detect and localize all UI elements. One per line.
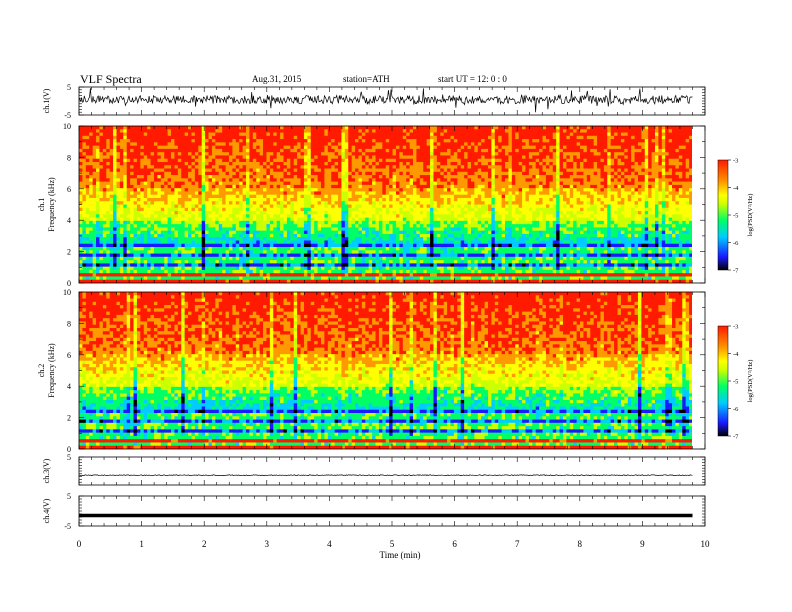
colorbar-gradient: [717, 325, 729, 437]
y-tick-label: 4: [67, 382, 71, 391]
colorbar-label: log(PSD(V²/Hz): [747, 194, 754, 237]
y-tick-label: -5: [64, 111, 71, 120]
time-axis: 0 1 2 3 4 5 6 7 8 9 10: [77, 539, 710, 549]
ch2-spectrogram-panel: 0 2 4 6 8 10 ch.2 Frequency (kHz): [37, 288, 706, 454]
ch2-colorbar: -3 -4 -5 -6 -7 log(PSD(V²/Hz): [717, 324, 754, 441]
x-tick-label: 8: [578, 539, 583, 549]
y-tick-label: 5: [67, 83, 71, 92]
y-tick-label: 8: [67, 319, 71, 328]
x-tick-label: 2: [202, 539, 207, 549]
y-tick-label: 2: [67, 248, 71, 257]
y-axis-label: ch.3(V): [42, 458, 51, 483]
colorbar-tick-label: -6: [733, 406, 739, 413]
x-tick-label: 4: [327, 539, 332, 549]
figure-title: VLF Spectra: [80, 72, 142, 86]
x-tick-label: 7: [515, 539, 520, 549]
x-tick-label: 10: [701, 539, 711, 549]
colorbar-tick-label: -7: [733, 268, 739, 275]
ch1-spectrogram-panel: 0 2 4 6 8 10 ch.1 Frequency (kHz): [37, 122, 706, 288]
x-tick-label: 0: [77, 539, 82, 549]
y-axis-label: ch.2: [37, 364, 46, 378]
x-tick-label: 6: [452, 539, 457, 549]
colorbar-tick-label: -4: [733, 185, 739, 192]
y-axis-label: Frequency (kHz): [47, 177, 56, 232]
y-tick-label: 6: [67, 185, 71, 194]
ch4-waveform-panel: 5 -5 ch.4(V): [42, 492, 706, 531]
colorbar-tick-label: -5: [733, 213, 738, 220]
x-tick-label: 1: [139, 539, 144, 549]
start-time-label: start UT = 12: 0 : 0: [438, 74, 507, 84]
colorbar-tick-label: -5: [733, 379, 738, 386]
date-label: Aug.31, 2015: [252, 74, 302, 84]
y-tick-label: 2: [67, 414, 71, 423]
ch3-waveform-panel: 5 ch.3(V): [42, 453, 706, 486]
y-axis-label: Frequency (kHz): [47, 343, 56, 398]
ch1-waveform-panel: 5 -5 ch.1(V): [42, 83, 706, 120]
y-axis-label: ch.1(V): [42, 88, 51, 113]
ch3-waveform-trace: [78, 474, 693, 477]
colorbar-tick-label: -3: [733, 324, 738, 331]
y-tick-label: 10: [63, 122, 71, 131]
ch1-waveform-trace: [78, 88, 693, 113]
x-tick-label: 5: [390, 539, 395, 549]
colorbar-tick-label: -7: [733, 434, 739, 441]
ch1-colorbar: -3 -4 -5 -6 -7 log(PSD(V²/Hz): [717, 158, 754, 275]
y-tick-label: -5: [64, 522, 71, 531]
y-tick-label: 5: [67, 492, 71, 501]
y-axis-label: ch.1: [37, 198, 46, 212]
y-tick-label: 6: [67, 351, 71, 360]
station-label: station=ATH: [343, 74, 390, 84]
y-tick-label: 10: [63, 288, 71, 297]
colorbar-tick-label: -6: [733, 240, 739, 247]
colorbar-gradient: [717, 159, 729, 271]
y-axis-label: ch.4(V): [42, 498, 51, 523]
colorbar-label: log(PSD(V²/Hz): [747, 360, 754, 403]
y-tick-label: 0: [67, 445, 71, 454]
x-axis-label: Time (min): [380, 550, 421, 560]
y-tick-label: 5: [67, 453, 71, 462]
x-tick-label: 3: [265, 539, 270, 549]
colorbar-tick-label: -3: [733, 158, 738, 165]
y-tick-label: 8: [67, 153, 71, 162]
colorbar-tick-label: -4: [733, 351, 739, 358]
x-tick-label: 9: [640, 539, 645, 549]
y-tick-label: 4: [67, 216, 71, 225]
y-tick-label: 0: [67, 279, 71, 288]
